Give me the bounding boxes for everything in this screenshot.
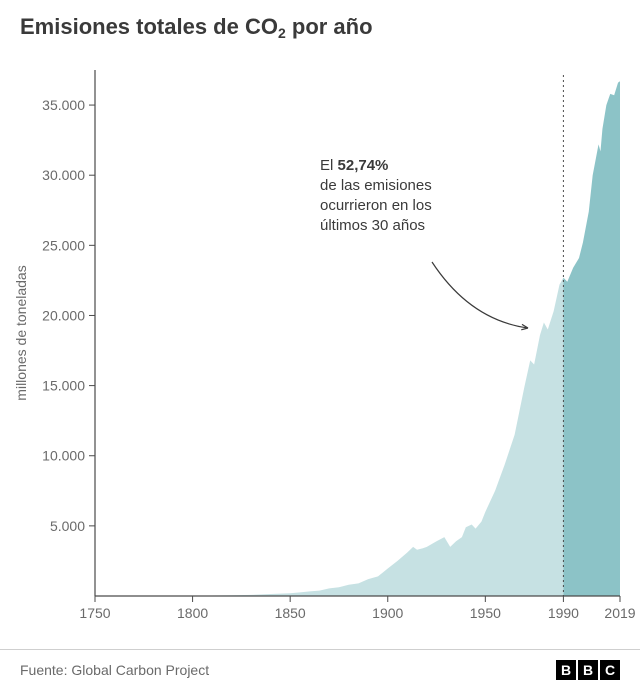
chart-title: Emisiones totales de CO2 por año <box>20 14 373 40</box>
ytick-5000: 5.000 <box>50 518 85 534</box>
svg-text:de las emisiones: de las emisiones <box>320 177 432 194</box>
bbc-c: C <box>600 660 620 680</box>
svg-text:ocurrieron en los: ocurrieron en los <box>320 197 432 214</box>
xtick-1800: 1800 <box>177 605 208 621</box>
co2-area-chart: 5.000 10.000 15.000 20.000 25.000 30.000 35.00… <box>0 50 640 635</box>
svg-text:últimos 30 años: últimos 30 años <box>320 217 425 234</box>
ytick-35000: 35.000 <box>42 97 85 113</box>
bbc-b2: B <box>578 660 598 680</box>
xtick-1990: 1990 <box>548 605 579 621</box>
xtick-2019: 2019 <box>604 605 635 621</box>
t2: 2 <box>278 25 286 41</box>
area-post-1990 <box>563 81 620 596</box>
xtick-1950: 1950 <box>470 605 501 621</box>
ytick-10000: 10.000 <box>42 448 85 464</box>
t3: por año <box>286 14 373 39</box>
ytick-30000: 30.000 <box>42 167 85 183</box>
annotation-arrow <box>432 262 528 328</box>
source-label: Fuente: Global Carbon Project <box>20 662 209 678</box>
svg-text:El 52,74%: El 52,74% <box>320 157 388 174</box>
ytick-20000: 20.000 <box>42 307 85 323</box>
area-pre-1990 <box>95 278 563 596</box>
t1: Emisiones totales de CO <box>20 14 278 39</box>
ytick-25000: 25.000 <box>42 237 85 253</box>
y-axis-label: millones de toneladas <box>13 265 29 400</box>
xtick-1900: 1900 <box>372 605 403 621</box>
bbc-b1: B <box>556 660 576 680</box>
bbc-logo: B B C <box>556 660 620 680</box>
xtick-1850: 1850 <box>275 605 306 621</box>
xtick-1750: 1750 <box>79 605 110 621</box>
ytick-15000: 15.000 <box>42 378 85 394</box>
annotation: El 52,74% de las emisiones ocurrieron en l… <box>320 157 432 234</box>
footer: Fuente: Global Carbon Project B B C <box>0 649 640 693</box>
